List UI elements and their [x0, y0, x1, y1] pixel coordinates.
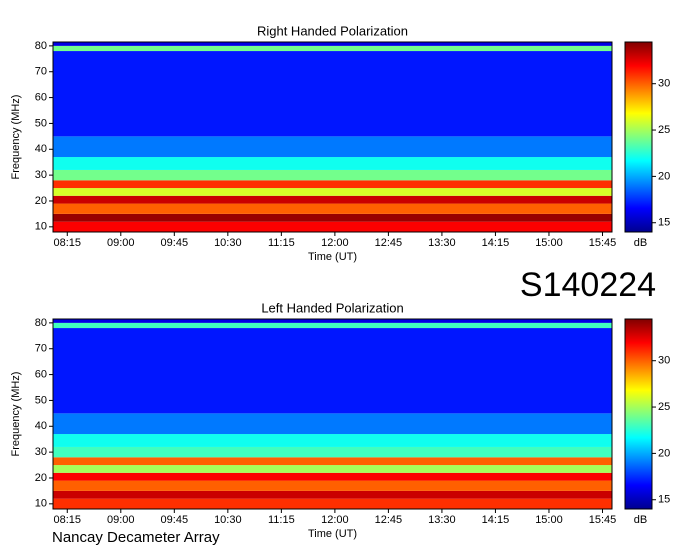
y-tick-label: 60: [35, 91, 47, 103]
x-tick-label: 12:00: [321, 514, 349, 526]
x-tick-label: 15:45: [589, 514, 617, 526]
x-tick-label: 09:45: [161, 514, 189, 526]
heat-band: [53, 157, 612, 170]
x-tick-label: 12:45: [375, 514, 403, 526]
y-tick-label: 20: [35, 195, 47, 207]
heat-band: [53, 169, 612, 181]
y-tick-label: 80: [35, 317, 47, 329]
y-tick-label: 30: [35, 446, 47, 458]
colorbar-tick-label: 25: [658, 401, 670, 413]
heat-band: [53, 45, 612, 52]
x-tick-label: 12:00: [321, 237, 349, 249]
heat-band: [53, 203, 612, 214]
heat-band: [53, 465, 612, 473]
heat-band: [53, 51, 612, 137]
heat-band: [53, 434, 612, 447]
x-tick-label: 13:30: [428, 514, 456, 526]
x-tick-label: 09:00: [107, 514, 135, 526]
heat-band: [53, 322, 612, 329]
y-tick-label: 50: [35, 394, 47, 406]
y-tick-label: 10: [35, 221, 47, 233]
x-tick-label: 09:00: [107, 237, 135, 249]
heat-band: [53, 221, 612, 232]
colorbar-tick-label: 15: [658, 494, 670, 506]
heat-band: [53, 213, 612, 222]
observation-id: S140224: [520, 266, 656, 304]
heat-band: [53, 42, 612, 46]
y-tick-label: 30: [35, 169, 47, 181]
heat-band: [53, 195, 612, 204]
heat-band: [53, 136, 612, 158]
x-tick-label: 15:00: [535, 514, 563, 526]
x-tick-label: 15:45: [589, 237, 617, 249]
y-tick-label: 50: [35, 117, 47, 129]
y-tick-label: 60: [35, 368, 47, 380]
colorbar: [624, 41, 653, 233]
colorbar-tick-label: 25: [658, 124, 670, 136]
x-tick-label: 08:15: [54, 514, 82, 526]
x-tick-label: 11:15: [268, 237, 295, 249]
colorbar: [624, 318, 653, 510]
heat-band: [53, 480, 612, 491]
heat-band: [53, 472, 612, 481]
x-tick-label: 15:00: [535, 237, 563, 249]
x-tick-label: 10:30: [214, 237, 242, 249]
heat-band: [53, 413, 612, 435]
colorbar-tick-label: 15: [658, 217, 670, 229]
heat-band: [53, 180, 612, 189]
colorbar-tick-label: 20: [658, 170, 670, 182]
x-tick-label: 12:45: [375, 237, 403, 249]
heat-band: [53, 457, 612, 466]
heat-band: [53, 490, 612, 499]
y-axis-label: Frequency (MHz): [10, 95, 22, 180]
x-tick-label: 13:30: [428, 237, 456, 249]
colorbar-tick-label: 30: [658, 78, 670, 90]
y-tick-label: 40: [35, 143, 47, 155]
y-tick-label: 80: [35, 40, 47, 52]
colorbar-label: dB: [634, 237, 647, 249]
plot-frame: [52, 41, 613, 233]
x-axis-label: Time (UT): [308, 251, 357, 263]
heat-band: [53, 446, 612, 458]
y-tick-label: 70: [35, 343, 47, 355]
x-tick-label: 14:15: [482, 514, 510, 526]
y-tick-label: 10: [35, 498, 47, 510]
chart-title: Right Handed Polarization: [257, 23, 408, 38]
colorbar-tick-label: 30: [658, 355, 670, 367]
x-tick-label: 11:15: [268, 514, 295, 526]
x-tick-label: 10:30: [214, 514, 242, 526]
heat-band: [53, 319, 612, 323]
instrument-label: Nancay Decameter Array: [52, 529, 220, 546]
x-tick-label: 14:15: [482, 237, 510, 249]
y-tick-label: 20: [35, 472, 47, 484]
heat-band: [53, 188, 612, 196]
heat-band: [53, 328, 612, 414]
y-tick-label: 70: [35, 66, 47, 78]
y-axis-label: Frequency (MHz): [10, 372, 22, 457]
x-tick-label: 09:45: [161, 237, 189, 249]
x-tick-label: 08:15: [54, 237, 82, 249]
colorbar-tick-label: 20: [658, 447, 670, 459]
colorbar-label: dB: [634, 514, 647, 526]
chart-title: Left Handed Polarization: [261, 300, 403, 315]
plot-frame: [52, 318, 613, 510]
y-tick-label: 40: [35, 420, 47, 432]
x-axis-label: Time (UT): [308, 528, 357, 540]
heat-band: [53, 498, 612, 509]
